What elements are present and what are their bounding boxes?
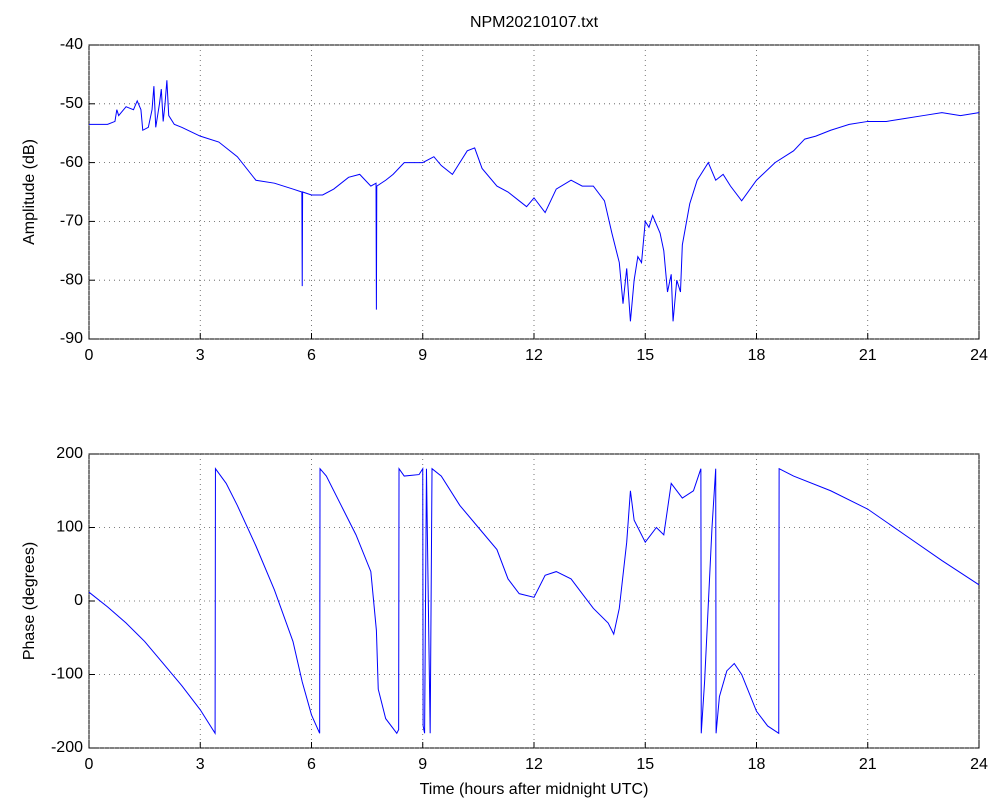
x-tick-label: 3: [196, 347, 205, 364]
chart-title: NPM20210107.txt: [470, 14, 599, 31]
x-tick-label: 15: [636, 756, 654, 773]
x-tick-label: 24: [970, 756, 988, 773]
y-tick-label: -60: [60, 154, 83, 171]
x-tick-label: 0: [85, 756, 94, 773]
x-tick-label: 18: [748, 347, 766, 364]
x-tick-label: 12: [525, 347, 543, 364]
y-tick-label: -100: [51, 666, 83, 683]
y-tick-label: -40: [60, 36, 83, 53]
data-line: [88, 466, 980, 736]
y-tick-label: 200: [56, 445, 83, 462]
x-tick-label: 3: [196, 756, 205, 773]
x-tick-label: 21: [859, 756, 877, 773]
x-tick-label: 18: [748, 756, 766, 773]
x-tick-label: 15: [636, 347, 654, 364]
y-tick-label: -200: [51, 739, 83, 756]
data-line: [89, 80, 980, 322]
y-tick-label: 0: [74, 592, 83, 609]
x-tick-label: 9: [418, 756, 427, 773]
x-tick-label: 21: [859, 347, 877, 364]
y-tick-label: -80: [60, 271, 83, 288]
x-tick-label: 0: [85, 347, 94, 364]
axes-frame: [88, 44, 980, 340]
y-axis-label: Amplitude (dB): [21, 139, 38, 245]
y-tick-label: 100: [56, 519, 83, 536]
x-tick-label: 9: [418, 347, 427, 364]
x-tick-label: 6: [307, 756, 316, 773]
x-axis-label: Time (hours after midnight UTC): [420, 781, 649, 798]
x-tick-label: 24: [970, 347, 988, 364]
y-tick-label: -90: [60, 330, 83, 347]
y-tick-label: -70: [60, 213, 83, 230]
x-tick-label: 6: [307, 347, 316, 364]
y-axis-label: Phase (degrees): [21, 542, 38, 660]
y-tick-label: -50: [60, 95, 83, 112]
x-tick-label: 12: [525, 756, 543, 773]
